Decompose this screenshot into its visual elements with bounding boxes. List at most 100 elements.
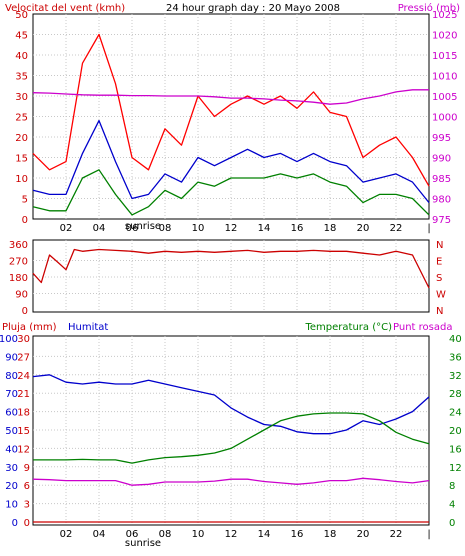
wind-gust-line (32, 33, 430, 187)
humidity-tick-label: 30 (5, 463, 18, 474)
wind-hour-tick-label: 06 (126, 223, 139, 234)
wind-speed-tick-label: 20 (15, 133, 28, 144)
temperature-tick-label: 28 (449, 389, 462, 400)
humidity-line (32, 374, 430, 435)
humidity-temperature-series (32, 374, 430, 523)
sunrise-label-bottom: sunrise (125, 538, 161, 549)
wind-speed-tick-label: 0 (22, 215, 28, 226)
wind-direction-axis: 0 90 180 270 360 (9, 240, 28, 317)
wind-direction-series (32, 248, 430, 289)
rain-tick-label: 9 (24, 463, 30, 474)
humidity-hour-tick-label: 02 (60, 529, 73, 540)
temperature-tick-label: 24 (449, 408, 462, 419)
wind-direction-tick-label: 360 (9, 240, 28, 251)
pressure-tick-label: 985 (432, 174, 451, 185)
rain-tick-label: 27 (17, 352, 30, 363)
humidity-tick-label: 10 (5, 500, 18, 511)
pressure-tick-label: 1000 (432, 113, 457, 124)
wind-min-line (32, 169, 430, 216)
temperature-tick-label: 36 (449, 352, 462, 363)
humidity-hour-tick-label: 20 (357, 529, 370, 540)
pressure-tick-label: 990 (432, 154, 451, 165)
humidity-axis: 0 10 20 30 40 50 60 70 80 90 100 (0, 334, 18, 529)
pressure-tick-label: 975 (432, 215, 451, 226)
rain-label: Pluja (mm) (2, 322, 57, 333)
wind-speed-tick-label: 5 (22, 195, 28, 206)
temperature-tick-label: 8 (449, 481, 455, 492)
humidity-tick-label: 90 (5, 352, 18, 363)
temperature-tick-label: 40 (449, 334, 462, 345)
pressure-tick-label: 1015 (432, 51, 457, 62)
rain-tick-label: 3 (24, 500, 30, 511)
wind-speed-tick-label: 45 (15, 31, 28, 42)
rain-tick-label: 21 (17, 389, 30, 400)
humidity-hour-tick-label: 22 (390, 529, 403, 540)
rain-tick-label: 18 (17, 408, 30, 419)
wind-speed-tick-label: 10 (15, 174, 28, 185)
wind-hour-tick-label: 18 (324, 223, 337, 234)
humidity-hour-tick-label: 16 (291, 529, 304, 540)
wind-hour-tick-label: | (427, 223, 430, 234)
temperature-tick-label: 0 (449, 518, 455, 529)
humidity-tick-label: 60 (5, 408, 18, 419)
humidity-tick-label: 100 (0, 334, 18, 345)
wind-speed-tick-label: 25 (15, 113, 28, 124)
humidity-hour-tick-label: 08 (159, 529, 172, 540)
rain-tick-label: 24 (17, 371, 30, 382)
temperature-tick-label: 20 (449, 426, 462, 437)
temperature-axis: 0 4 8 12 16 20 24 28 32 36 40 (449, 334, 462, 529)
dewpoint-label: Punt rosada (393, 322, 452, 333)
humidity-hour-tick-label: 04 (93, 529, 106, 540)
sunrise-label: sunrise (125, 221, 161, 232)
compass-tick-label: W (436, 290, 446, 301)
humidity-hour-tick-label: 12 (225, 529, 238, 540)
humidity-hour-tick-label: 10 (192, 529, 205, 540)
humidity-tick-label: 20 (5, 481, 18, 492)
wind-pressure-series (32, 33, 430, 216)
rain-tick-label: 0 (24, 518, 30, 529)
wind-speed-tick-label: 35 (15, 72, 28, 83)
humidity-tick-label: 50 (5, 426, 18, 437)
dewpoint-line (32, 477, 430, 486)
rain-axis: 0 3 6 9 12 15 18 21 24 27 30 (17, 334, 30, 529)
humidity-tick-label: 70 (5, 389, 18, 400)
temperature-tick-label: 16 (449, 444, 462, 455)
humidity-tick-label: 80 (5, 371, 18, 382)
wind-speed-tick-label: 40 (15, 51, 28, 62)
pressure-tick-label: 1025 (432, 10, 457, 21)
wind-hour-tick-label: 14 (258, 223, 271, 234)
humidity-hour-tick-label: 06 (126, 529, 139, 540)
wind-pressure-x-axis: 02 04 06 08 10 12 14 16 18 20 22 | (60, 223, 431, 234)
humidity-temperature-grid (33, 336, 429, 525)
temperature-tick-label: 32 (449, 371, 462, 382)
wind-direction-tick-label: 270 (9, 257, 28, 268)
wind-direction-line (32, 248, 430, 289)
pressure-label: Pressió (mb) (398, 2, 460, 14)
chart-title: 24 hour graph day : 20 Mayo 2008 (166, 3, 340, 14)
pressure-tick-label: 1020 (432, 31, 457, 42)
pressure-tick-label: 1005 (432, 92, 457, 103)
pressure-tick-label: 980 (432, 195, 451, 206)
humidity-temperature-x-axis: 02 04 06 08 10 12 14 16 18 20 22 | (60, 529, 431, 540)
temperature-tick-label: 4 (449, 500, 455, 511)
compass-tick-label: N (436, 240, 443, 251)
wind-direction-grid (33, 240, 429, 312)
rain-tick-label: 30 (17, 334, 30, 345)
humidity-hour-tick-label: 14 (258, 529, 271, 540)
pressure-tick-label: 1010 (432, 72, 457, 83)
wind-hour-tick-label: 12 (225, 223, 238, 234)
wind-hour-tick-label: 08 (159, 223, 172, 234)
wind-hour-tick-label: 10 (192, 223, 205, 234)
temperature-line (33, 412, 430, 464)
humidity-hour-tick-label: 18 (324, 529, 337, 540)
pressure-tick-label: 995 (432, 133, 451, 144)
pressure-line (32, 89, 429, 105)
compass-tick-label: S (436, 273, 442, 284)
wind-speed-tick-label: 50 (15, 10, 28, 21)
wind-direction-tick-label: 0 (22, 306, 28, 317)
wind-direction-tick-label: 180 (9, 273, 28, 284)
wind-speed-tick-label: 15 (15, 154, 28, 165)
rain-tick-label: 12 (17, 444, 30, 455)
